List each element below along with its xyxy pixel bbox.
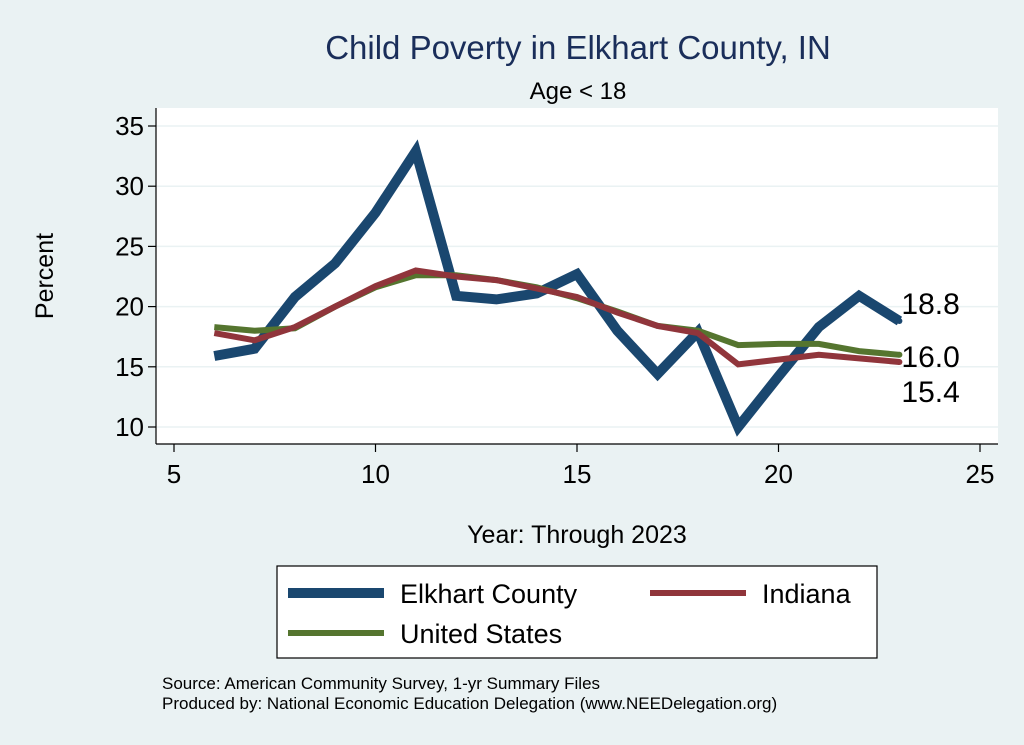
end-value-label: 16.0 [901,341,959,374]
series-layer [213,139,903,437]
y-tick-label: 25 [115,231,144,261]
series-line-indiana [213,267,900,368]
x-tick-label: 15 [563,459,592,489]
x-tick-label: 25 [966,459,995,489]
end-value-label: 18.8 [901,288,959,321]
y-tick-label: 10 [115,412,144,442]
legend-label: Indiana [762,579,852,609]
y-tick-label: 35 [115,111,144,141]
legend: Elkhart County Indiana United States [288,579,852,649]
gridlines [156,125,998,428]
x-axis-title: Year: Through 2023 [467,521,687,549]
legend-label: United States [400,619,562,649]
y-axis-title: Percent [31,233,59,319]
y-axis-ticks: 10 15 20 25 30 35 [115,111,156,442]
chart-title: Child Poverty in Elkhart County, IN [325,29,831,66]
x-tick-label: 10 [361,459,390,489]
y-tick-label: 30 [115,171,144,201]
y-tick-label: 20 [115,292,144,322]
end-labels: 18.8 15.416.0 [901,288,959,409]
y-tick-label: 15 [115,352,144,382]
legend-label: Elkhart County [400,579,578,609]
series-end-point [896,318,903,325]
source-note: Source: American Community Survey, 1-yr … [162,674,600,693]
series-end-point [896,351,903,358]
series-end-point [896,358,903,365]
x-tick-label: 5 [167,459,181,489]
chart-subtitle: Age < 18 [530,78,627,105]
end-value-label: 15.4 [901,376,959,409]
series-line-elkhart-county [213,139,903,437]
legend-box [276,565,878,659]
producer-note: Produced by: National Economic Education… [162,694,777,713]
x-axis-ticks: 5 10 15 20 25 [167,444,995,489]
x-tick-label: 20 [764,459,793,489]
